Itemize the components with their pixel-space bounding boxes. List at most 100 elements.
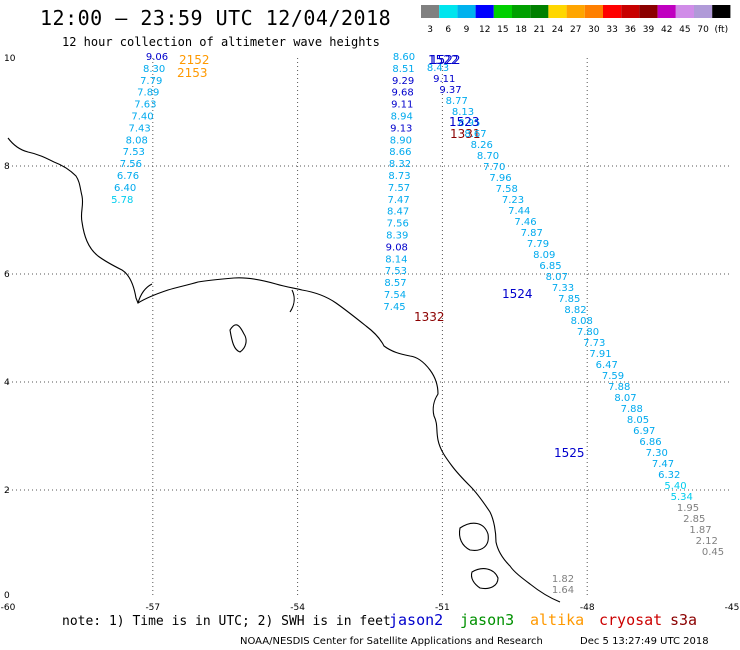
- map-title: 12:00 – 23:59 UTC 12/04/2018: [40, 6, 392, 30]
- pass-time-label: 1523: [449, 115, 480, 129]
- wave-height-value: 7.58: [496, 184, 518, 195]
- wave-height-value: 9.13: [390, 123, 412, 134]
- wave-height-value: 9.11: [391, 100, 413, 111]
- generation-timestamp: Dec 5 13:27:49 UTC 2018: [580, 636, 709, 647]
- latitude-tick-label: 4: [4, 378, 10, 388]
- pass-time-label: 1331: [450, 127, 481, 141]
- wave-height-value: 1.82: [552, 574, 574, 585]
- legend-altika: altika: [530, 611, 585, 629]
- pass-time-label: 2153: [177, 66, 208, 80]
- pass-time-label: 1525: [554, 446, 585, 460]
- colorbar-label: 27: [570, 25, 581, 35]
- longitude-tick-label: -45: [725, 603, 740, 613]
- island-marajo-south: [470, 568, 499, 590]
- wave-height-value: 7.23: [502, 195, 524, 206]
- wave-height-value: 8.66: [389, 147, 411, 158]
- wave-height-value: 1.64: [552, 585, 574, 596]
- wave-height-value: 7.79: [140, 76, 162, 87]
- wave-height-value: 6.97: [633, 426, 655, 437]
- footer-note: note: 1) Time is in UTC; 2) SWH is in fe…: [62, 614, 391, 629]
- wave-height-value: 8.60: [393, 52, 415, 63]
- colorbar-swatch: [475, 5, 494, 18]
- wave-height-value: 7.63: [134, 100, 156, 111]
- wave-height-value: 8.30: [143, 64, 165, 75]
- pass-time-label: 1524: [502, 287, 533, 301]
- wave-height-value: 7.80: [577, 327, 599, 338]
- wave-height-value: 9.37: [439, 85, 461, 96]
- colorbar-label: 18: [515, 25, 527, 35]
- legend-s3a: s3a: [670, 611, 698, 629]
- colorbar-swatch: [603, 5, 622, 18]
- legend-jason3: jason3: [460, 611, 515, 629]
- colorbar-swatch: [566, 5, 585, 18]
- wave-height-value: 8.82: [564, 305, 586, 316]
- wave-height-value: 7.53: [385, 266, 407, 277]
- colorbar-swatch: [712, 5, 731, 18]
- wave-height-value: 1.95: [677, 503, 699, 514]
- wave-height-value: 7.96: [489, 173, 511, 184]
- wave-height-value: 7.85: [558, 294, 580, 305]
- latitude-tick-label: 6: [4, 270, 10, 280]
- wave-height-value: 8.05: [627, 415, 649, 426]
- altimeter-track: 8.439.119.378.778.138.958.678.268.707.70…: [427, 53, 724, 596]
- map-subtitle: 12 hour collection of altimeter wave hei…: [62, 35, 380, 49]
- wave-height-value: 8.94: [391, 112, 413, 123]
- colorbar-swatch: [621, 5, 640, 18]
- wave-height-value: 7.30: [646, 448, 668, 459]
- wave-height-value: 7.40: [131, 112, 153, 123]
- colorbar-label: 15: [497, 25, 508, 35]
- wave-height-value: 8.07: [614, 393, 636, 404]
- wave-height-value: 7.45: [383, 302, 405, 313]
- wave-height-value: 9.68: [392, 88, 414, 99]
- wave-height-value: 1.87: [689, 525, 711, 536]
- colorbar-label: 6: [445, 25, 451, 35]
- altimeter-track: 9.068.307.797.897.637.407.438.087.537.56…: [111, 52, 209, 206]
- colorbar-label: 24: [552, 25, 564, 35]
- wave-height-value: 8.90: [390, 135, 412, 146]
- wave-height-value: 7.70: [483, 162, 505, 173]
- colorbar-swatch: [675, 5, 694, 18]
- wave-height-value: 7.56: [120, 159, 142, 170]
- longitude-tick-label: -54: [290, 603, 305, 613]
- wave-height-value: 8.39: [386, 231, 408, 242]
- wave-height-colorbar: 3 6 9 12 15 18 21 24 27 30 33 36 39 42 45 70 (ft): [421, 5, 731, 35]
- colorbar-label: 45: [679, 25, 690, 35]
- colorbar-label: 21: [534, 25, 545, 35]
- coastline-river-inlet: [137, 283, 295, 353]
- wave-height-value: 6.76: [117, 171, 139, 182]
- wave-height-value: 7.89: [137, 88, 159, 99]
- island-marajo: [458, 522, 489, 551]
- latitude-tick-label: 8: [4, 162, 10, 172]
- colorbar-swatch: [639, 5, 658, 18]
- wave-height-value: 8.14: [385, 254, 407, 265]
- colorbar-swatch: [512, 5, 531, 18]
- wave-height-value: 7.88: [621, 404, 643, 415]
- wave-height-value: 7.54: [384, 290, 406, 301]
- colorbar-swatch: [439, 5, 458, 18]
- wave-height-value: 7.53: [123, 147, 145, 158]
- longitude-tick-label: -51: [435, 603, 450, 613]
- colorbar-label: 42: [661, 25, 672, 35]
- wave-height-value: 7.87: [521, 228, 543, 239]
- colorbar-label: (ft): [715, 25, 729, 35]
- wave-height-value: 9.29: [392, 76, 414, 87]
- coastline: [7, 137, 561, 603]
- credit-line: NOAA/NESDIS Center for Satellite Applica…: [240, 636, 543, 647]
- colorbar-label: 70: [697, 25, 709, 35]
- wave-height-value: 7.44: [508, 206, 530, 217]
- wave-height-value: 5.78: [111, 195, 133, 206]
- wave-height-value: 7.88: [608, 382, 630, 393]
- legend-jason2: jason2: [389, 611, 444, 629]
- wave-height-value: 7.57: [388, 183, 410, 194]
- colorbar-label: 33: [606, 25, 617, 35]
- pass-time-label: 1522: [430, 53, 461, 67]
- wave-height-value: 7.79: [527, 239, 549, 250]
- wave-height-value: 9.06: [146, 52, 168, 63]
- wave-height-value: 7.43: [128, 123, 150, 134]
- colorbar-swatch: [421, 5, 440, 18]
- colorbar-swatch: [530, 5, 549, 18]
- wave-height-value: 6.86: [639, 437, 661, 448]
- wave-height-value: 2.85: [683, 514, 705, 525]
- longitude-tick-label: -48: [580, 603, 595, 613]
- wave-height-value: 9.11: [433, 74, 455, 85]
